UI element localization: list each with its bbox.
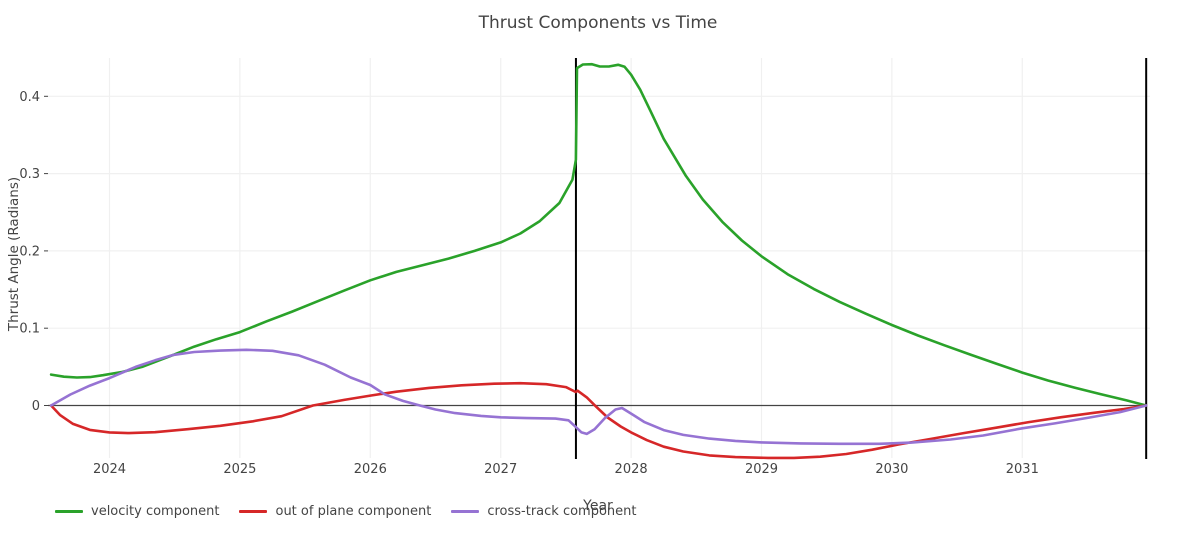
y-tick-label: 0.2 xyxy=(19,244,40,259)
legend: velocity component out of plane componen… xyxy=(55,504,637,519)
x-axis-title: Year xyxy=(583,498,613,514)
y-tick-label: 0.3 xyxy=(19,167,40,182)
y-axis-title: Thrust Angle (Radians) xyxy=(6,176,22,332)
chart-title: Thrust Components vs Time xyxy=(478,13,718,33)
series-line-velocity-component xyxy=(49,62,1148,407)
legend-item-cross-track-component[interactable]: cross-track component xyxy=(451,504,637,519)
x-tick-label: 2024 xyxy=(93,462,126,477)
legend-label: out of plane component xyxy=(275,504,432,519)
out-of-plane-component-line-swatch-icon xyxy=(239,510,268,513)
series-line-cross-track-component xyxy=(49,348,1148,446)
legend-label: cross-track component xyxy=(487,504,637,519)
x-tick-label: 2025 xyxy=(223,462,256,477)
series-line-out-of-plane-component xyxy=(49,381,1148,460)
x-tick-label: 2030 xyxy=(875,462,908,477)
legend-item-velocity-component[interactable]: velocity component xyxy=(55,504,219,519)
legend-item-out-of-plane-component[interactable]: out of plane component xyxy=(239,504,431,519)
x-tick-label: 2029 xyxy=(745,462,778,477)
cross-track-component-line-swatch-icon xyxy=(451,510,480,513)
x-tick-label: 2031 xyxy=(1006,462,1039,477)
y-tick-label: 0 xyxy=(32,399,40,414)
x-tick-label: 2026 xyxy=(354,462,387,477)
velocity-component-line-swatch-icon xyxy=(55,510,83,513)
x-tick-label: 2027 xyxy=(484,462,517,477)
legend-label: velocity component xyxy=(91,504,220,519)
x-tick-label: 2028 xyxy=(615,462,648,477)
y-tick-label: 0.1 xyxy=(19,322,40,337)
y-tick-label: 0.4 xyxy=(19,90,40,105)
